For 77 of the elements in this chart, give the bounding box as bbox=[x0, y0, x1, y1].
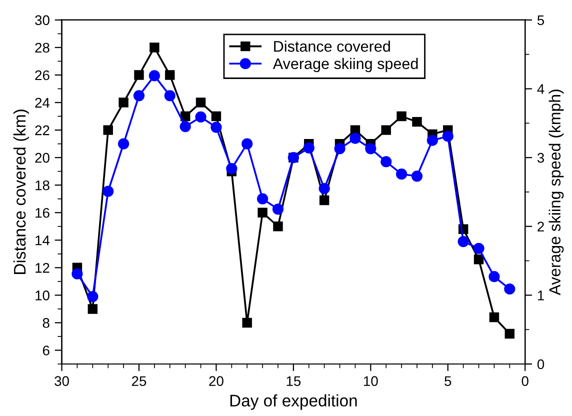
y-tick-label: 16 bbox=[36, 208, 50, 218]
point bbox=[134, 70, 144, 80]
y2-tick-label: 1 bbox=[538, 290, 544, 300]
x-tick-label: 15 bbox=[286, 376, 301, 386]
y-tick-label: 6 bbox=[42, 346, 50, 356]
x-tick-label: 0 bbox=[522, 376, 528, 386]
y2-axis-title: Average skiing speed (kmph) bbox=[548, 90, 564, 296]
point bbox=[273, 222, 283, 232]
y2-tick-label: 0 bbox=[537, 359, 544, 370]
point bbox=[504, 283, 516, 295]
point bbox=[380, 156, 392, 168]
legend-label: Average skiing speed bbox=[272, 58, 418, 72]
point bbox=[118, 138, 130, 150]
y-axis-title: Distance covered (km) bbox=[13, 110, 29, 274]
point bbox=[318, 182, 330, 194]
point bbox=[412, 116, 422, 127]
point bbox=[334, 143, 346, 154]
point bbox=[350, 132, 361, 144]
point bbox=[504, 328, 515, 339]
point bbox=[411, 170, 423, 182]
point bbox=[381, 125, 391, 135]
point bbox=[180, 121, 191, 132]
y2-tick-label: 4 bbox=[537, 84, 544, 94]
y-tick-label: 10 bbox=[36, 290, 50, 300]
y-tick-label: 28 bbox=[35, 42, 50, 53]
point bbox=[258, 208, 268, 218]
x-tick-label: 20 bbox=[209, 376, 224, 386]
point bbox=[256, 193, 268, 204]
point bbox=[196, 98, 206, 108]
point bbox=[396, 168, 408, 180]
legend-label: Distance covered bbox=[274, 40, 390, 52]
point bbox=[72, 268, 83, 280]
point bbox=[474, 254, 484, 264]
y-tick-label: 20 bbox=[35, 152, 50, 163]
x-tick-label: 30 bbox=[54, 376, 69, 386]
point bbox=[164, 90, 176, 102]
x-axis-title: Day of expedition bbox=[230, 394, 357, 410]
y-tick-label: 12 bbox=[36, 263, 50, 273]
point bbox=[88, 304, 98, 314]
y-tick-label: 8 bbox=[42, 318, 50, 328]
point bbox=[303, 142, 314, 154]
point bbox=[87, 291, 98, 302]
point bbox=[210, 122, 222, 133]
point bbox=[458, 236, 469, 248]
point bbox=[211, 111, 222, 122]
y-tick-label: 30 bbox=[35, 15, 50, 26]
point bbox=[150, 42, 160, 52]
y2-tick-label: 5 bbox=[537, 15, 544, 26]
y-tick-label: 22 bbox=[35, 125, 50, 136]
x-tick-label: 10 bbox=[364, 376, 378, 386]
point bbox=[103, 125, 113, 135]
point bbox=[488, 271, 500, 282]
point bbox=[319, 195, 330, 206]
y2-tick-label: 2 bbox=[538, 222, 544, 232]
point bbox=[118, 98, 128, 108]
x-tick-label: 5 bbox=[444, 376, 452, 386]
point bbox=[165, 70, 175, 80]
point bbox=[442, 130, 454, 142]
point bbox=[242, 138, 253, 150]
y-tick-label: 14 bbox=[36, 236, 50, 246]
point bbox=[272, 204, 284, 215]
point bbox=[102, 186, 114, 197]
point bbox=[242, 318, 252, 328]
y-tick-label: 26 bbox=[35, 70, 50, 80]
point bbox=[365, 143, 376, 154]
y2-tick-label: 3 bbox=[537, 152, 544, 163]
y-tick-label: 24 bbox=[35, 98, 50, 108]
point bbox=[133, 90, 145, 102]
point bbox=[426, 134, 438, 146]
point bbox=[195, 111, 206, 123]
point bbox=[396, 111, 406, 122]
x-tick-label: 25 bbox=[132, 376, 146, 386]
point bbox=[473, 242, 484, 254]
point bbox=[226, 163, 238, 174]
y-tick-label: 18 bbox=[36, 180, 50, 190]
point bbox=[489, 312, 500, 322]
point bbox=[148, 70, 160, 82]
